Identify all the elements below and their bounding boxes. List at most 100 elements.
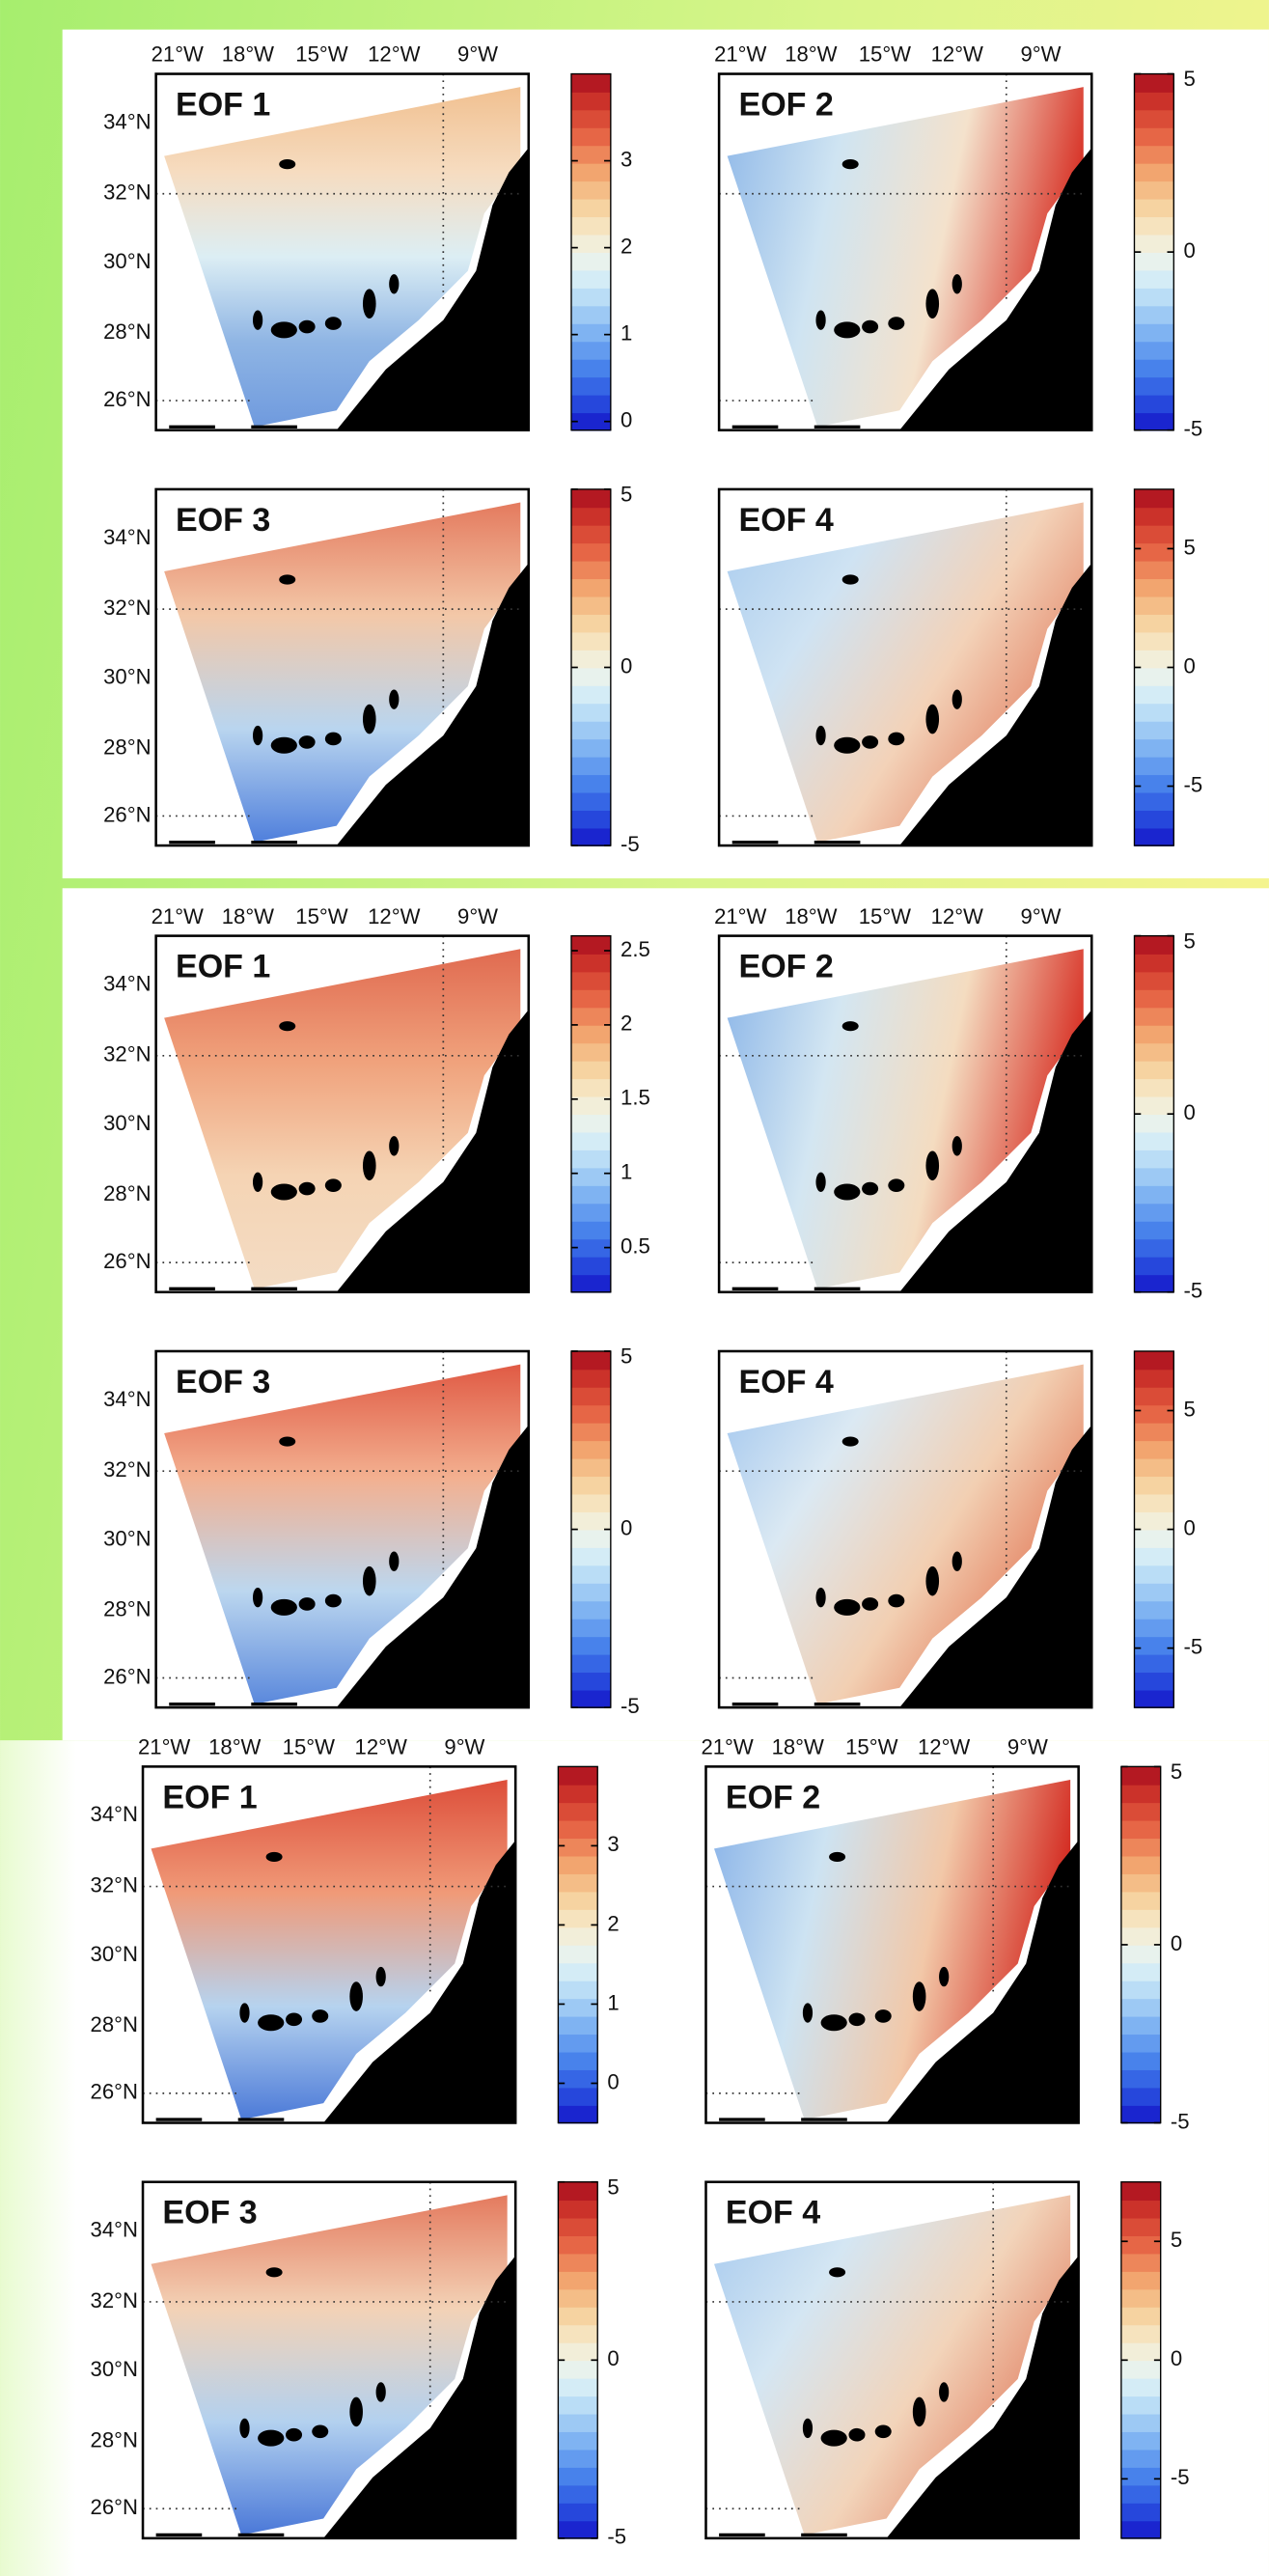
colorbar-band [571, 1095, 611, 1116]
lat-label: 32°N [91, 2288, 138, 2313]
colorbar-band [1120, 2484, 1161, 2504]
lat-label: 28°N [103, 1597, 151, 1621]
colorbar-band [571, 774, 611, 793]
colorbar-tick-label: 0 [621, 1515, 632, 1539]
island [939, 2382, 950, 2402]
colorbar-band [1134, 322, 1174, 343]
island [815, 1172, 826, 1192]
lat-label: 32°N [103, 596, 151, 620]
colorbar-band [1120, 2396, 1161, 2415]
lat-label: 34°N [103, 1387, 151, 1411]
colorbar-band [571, 684, 611, 705]
colorbar-band [558, 1855, 598, 1874]
map-title: EOF 3 [176, 1364, 270, 1400]
lon-label: 12°W [931, 904, 983, 928]
colorbar-tick-label: 5 [607, 2174, 619, 2199]
colorbar-band [1134, 507, 1174, 526]
island [252, 725, 263, 746]
island [298, 735, 316, 749]
colorbar-band [571, 1203, 611, 1222]
colorbar-band [1134, 1060, 1174, 1080]
colorbar-tick-label: -5 [621, 832, 640, 856]
island [312, 2009, 329, 2023]
island [279, 159, 296, 170]
colorbar-tick-label: 0 [1184, 1515, 1196, 1539]
lon-label: 21°W [152, 42, 204, 67]
island [252, 310, 263, 330]
island [912, 1981, 926, 2011]
island [952, 1136, 962, 1156]
island [829, 2267, 846, 2278]
colorbar-band [571, 288, 611, 307]
colorbar-band [571, 341, 611, 360]
colorbar-tick-label: -5 [1171, 2109, 1190, 2133]
map-frame [717, 72, 1093, 431]
island [802, 2418, 814, 2439]
colorbar-band [571, 1689, 611, 1708]
map-title: EOF 1 [176, 87, 270, 124]
lon-label: 18°W [785, 904, 837, 928]
colorbar-band [1134, 1386, 1174, 1406]
colorbar-band [571, 827, 611, 846]
land [323, 2256, 516, 2538]
colorbar-band [1120, 2105, 1161, 2124]
colorbar-band [571, 216, 611, 235]
colorbar-band [1134, 1636, 1174, 1655]
island [362, 1565, 376, 1596]
colorbar-tick-label: 5 [1171, 1759, 1182, 1784]
colorbar-band [558, 1819, 598, 1840]
colorbar-band [1134, 1565, 1174, 1584]
colorbar-band [1120, 1891, 1161, 1910]
ocean-field [164, 1364, 521, 1704]
colorbar-band [1134, 791, 1174, 811]
colorbar-band [1120, 1819, 1161, 1840]
lat-label: 28°N [103, 735, 151, 760]
colorbar-band [1134, 1274, 1174, 1293]
colorbar-band [558, 2253, 598, 2272]
colorbar-band [1134, 1457, 1174, 1478]
lon-label: 9°W [457, 42, 498, 67]
colorbar-tick-label: 0 [621, 408, 632, 432]
colorbar-band [558, 1998, 598, 2017]
colorbar-band [1134, 971, 1174, 990]
colorbar-band [558, 2324, 598, 2343]
colorbar-band [571, 1060, 611, 1080]
colorbar-band [558, 2306, 598, 2326]
map-frame [704, 2180, 1080, 2540]
island [815, 1587, 826, 1608]
colorbar-band [571, 162, 611, 182]
colorbar-band [1120, 2271, 1161, 2290]
colorbar-band [1134, 162, 1174, 182]
colorbar-tick-label: 5 [621, 483, 632, 507]
colorbar-band [1120, 2253, 1161, 2272]
colorbar-band [571, 1404, 611, 1424]
island [239, 2418, 250, 2439]
lat-label: 32°N [103, 1457, 151, 1482]
lon-label: 12°W [368, 904, 420, 928]
colorbar-band [571, 358, 611, 378]
land [336, 1010, 529, 1292]
colorbar-band [571, 1672, 611, 1691]
land [886, 1840, 1079, 2123]
map-title: EOF 4 [739, 502, 834, 539]
colorbar-band [571, 305, 611, 324]
island [362, 1150, 376, 1181]
colorbar-band [1120, 1802, 1161, 1821]
colorbar-band [1120, 2377, 1161, 2397]
colorbar-band [571, 1078, 611, 1097]
colorbar-band [1134, 1007, 1174, 1026]
island [324, 1178, 342, 1192]
colorbar-band [1134, 1042, 1174, 1062]
colorbar-band [571, 488, 611, 509]
island [841, 1436, 859, 1447]
lon-label: 12°W [931, 42, 983, 67]
island [834, 1183, 861, 1201]
island [888, 317, 905, 330]
colorbar-band [571, 1636, 611, 1655]
lon-label: 15°W [859, 42, 911, 67]
island [270, 1183, 297, 1201]
island [912, 2396, 926, 2427]
island [362, 704, 376, 734]
colorbar-band [571, 578, 611, 597]
island [324, 732, 342, 746]
